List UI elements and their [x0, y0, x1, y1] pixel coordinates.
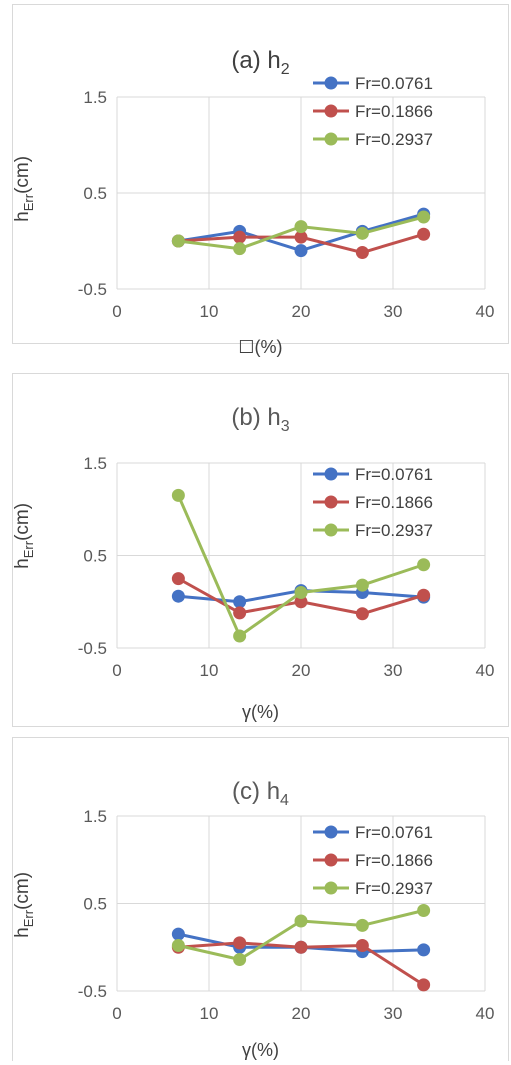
legend-swatch-marker — [324, 853, 338, 867]
data-point — [294, 940, 308, 954]
x-tick-label: 0 — [112, 302, 121, 321]
data-point — [233, 936, 247, 950]
legend-label: Fr=0.0761 — [355, 823, 433, 842]
data-point — [355, 607, 369, 621]
x-tick-label: 20 — [292, 661, 311, 680]
y-tick-label: -0.5 — [78, 639, 107, 658]
x-tick-label: 30 — [384, 661, 403, 680]
y-tick-label: -0.5 — [78, 280, 107, 299]
data-point — [233, 606, 247, 620]
data-point — [355, 226, 369, 240]
legend-label: Fr=0.1866 — [355, 851, 433, 870]
legend-swatch-marker — [324, 132, 338, 146]
x-tick-label: 40 — [476, 302, 495, 321]
chart-panel-c: (c) h4 hErr(cm) 0 10 20 30 40 1.5 0.5 -0.5 Fr=0.… — [12, 737, 509, 1061]
x-tick-label: 40 — [476, 661, 495, 680]
data-point — [294, 586, 308, 599]
data-point — [233, 953, 247, 966]
x-tick-label: 10 — [200, 302, 219, 321]
y-tick-label: 1.5 — [83, 454, 107, 473]
data-point — [171, 488, 185, 502]
x-axis-label: γ(%) — [242, 702, 279, 722]
chart-title: (b) h3 — [231, 404, 290, 435]
x-axis-label: γ(%) — [242, 1040, 279, 1060]
data-point — [417, 558, 431, 572]
data-point — [233, 230, 247, 244]
data-point — [233, 629, 247, 643]
legend-swatch-marker — [324, 104, 338, 118]
data-point — [355, 939, 369, 952]
legend-label: Fr=0.0761 — [355, 74, 433, 93]
data-point — [355, 246, 369, 260]
y-tick-label: -0.5 — [78, 982, 107, 1001]
data-point — [294, 595, 308, 609]
x-tick-label: 40 — [476, 1004, 495, 1023]
data-point — [171, 589, 185, 603]
chart-plot: 0 10 20 30 40 1.5 0.5 -0.5 Fr=0.0761 Fr=0.1866 Fr=… — [78, 807, 495, 1023]
legend-label: Fr=0.2937 — [355, 879, 433, 898]
data-point — [355, 578, 369, 592]
data-point — [417, 588, 431, 602]
x-tick-label: 0 — [112, 1004, 121, 1023]
x-tick-label: 30 — [384, 302, 403, 321]
legend-label: Fr=0.2937 — [355, 521, 433, 540]
data-point — [417, 227, 431, 241]
x-tick-label: 0 — [112, 661, 121, 680]
x-tick-label: 20 — [292, 1004, 311, 1023]
legend-label: Fr=0.1866 — [355, 493, 433, 512]
legend-swatch-marker — [324, 495, 338, 509]
data-point — [294, 230, 308, 244]
y-tick-label: 0.5 — [83, 895, 107, 914]
x-tick-label: 10 — [200, 1004, 219, 1023]
data-point — [294, 914, 308, 928]
y-tick-label: 1.5 — [83, 88, 107, 107]
x-tick-label: 30 — [384, 1004, 403, 1023]
data-point — [233, 242, 247, 256]
legend-swatch-marker — [324, 523, 338, 537]
data-point — [417, 904, 431, 917]
data-point — [171, 939, 185, 952]
chart-panel-b: (b) h3 hErr(cm) 0 10 20 30 40 1.5 0.5 -0.5 Fr=0.… — [12, 373, 509, 727]
data-point — [417, 210, 431, 224]
data-point — [417, 978, 431, 992]
legend-label: Fr=0.2937 — [355, 130, 433, 149]
legend-label: Fr=0.1866 — [355, 102, 433, 121]
chart-plot: 0 10 20 30 40 1.5 0.5 -0.5 Fr=0.0761 Fr=0.1866 Fr=… — [78, 454, 495, 680]
data-point — [171, 572, 185, 586]
legend-swatch-marker — [324, 467, 338, 481]
y-tick-label: 0.5 — [83, 547, 107, 566]
chart-panel-a: (a) h2 hErr(cm) 0 10 20 30 40 1.5 0.5 -0.5 Fr=0.… — [12, 4, 509, 357]
legend-swatch-marker — [324, 881, 338, 895]
data-point — [294, 244, 308, 258]
y-tick-label: 1.5 — [83, 807, 107, 826]
x-tick-label: 20 — [292, 302, 311, 321]
data-point — [233, 595, 247, 609]
chart-plot: 0 10 20 30 40 1.5 0.5 -0.5 Fr=0.0761 Fr=0.1866 Fr=… — [78, 74, 495, 321]
y-tick-label: 0.5 — [83, 184, 107, 203]
data-point — [417, 943, 431, 957]
chart-title: (a) h2 — [231, 47, 290, 78]
legend-swatch-marker — [324, 825, 338, 839]
x-tick-label: 10 — [200, 661, 219, 680]
legend-swatch-marker — [324, 76, 338, 90]
data-point — [294, 220, 308, 234]
chart-title: (c) h4 — [232, 778, 289, 809]
data-point — [171, 234, 185, 248]
x-axis-label: ☐(%) — [238, 337, 283, 357]
legend-label: Fr=0.0761 — [355, 465, 433, 484]
data-point — [171, 927, 185, 941]
data-point — [355, 918, 369, 932]
